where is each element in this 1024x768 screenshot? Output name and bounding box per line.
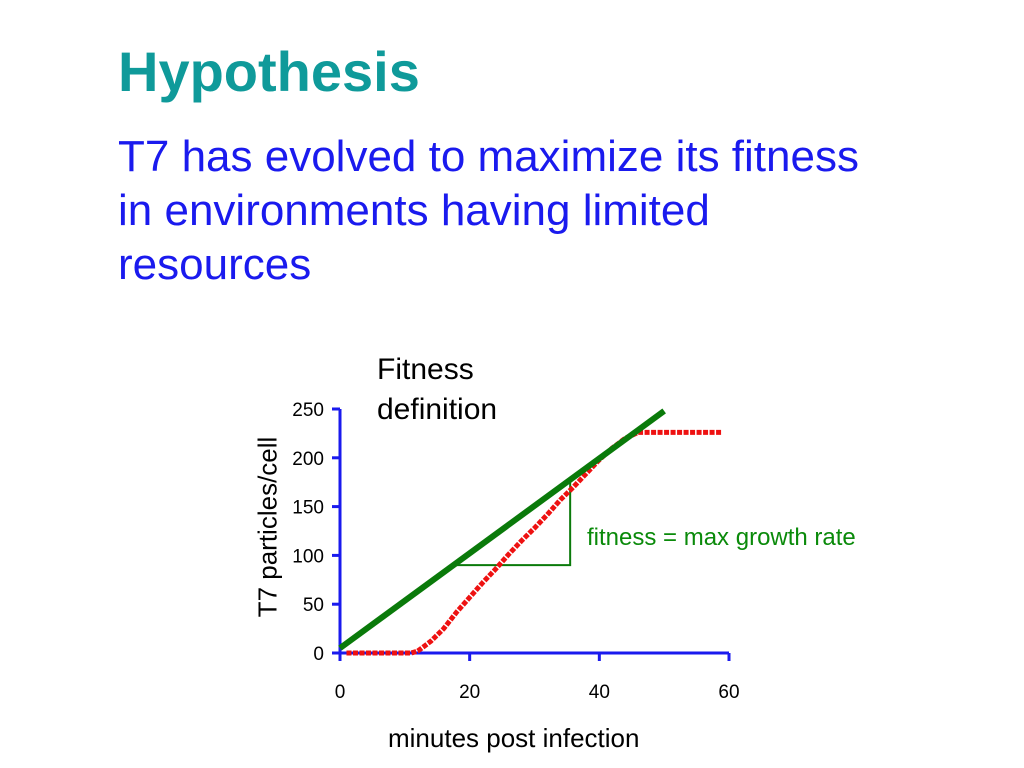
fitness-definition-label: Fitness definition: [377, 353, 498, 426]
x-tick-label: 40: [589, 682, 610, 703]
x-axis-label: minutes post infection: [388, 723, 640, 753]
fitness-annotation: fitness = max growth rate: [587, 524, 856, 551]
y-axis-label: T7 particles/cell: [252, 436, 283, 618]
slope-triangle: [456, 482, 572, 567]
y-tick-label: 200: [292, 449, 324, 470]
y-tick-label: 50: [303, 595, 324, 616]
y-tick-label: 0: [313, 644, 324, 665]
fitness-tangent-line: [338, 408, 666, 651]
y-tick-label: 100: [292, 546, 324, 567]
x-tick-label: 0: [335, 682, 346, 703]
x-tick-label: 20: [459, 682, 480, 703]
slide-subtitle: T7 has evolved to maximize its fitness i…: [118, 132, 859, 289]
growth-curve-line: [346, 429, 723, 656]
x-tick-label: 60: [718, 682, 739, 703]
slide-title: Hypothesis: [118, 40, 420, 103]
y-tick-label: 250: [292, 400, 324, 421]
y-tick-label: 150: [292, 498, 324, 519]
